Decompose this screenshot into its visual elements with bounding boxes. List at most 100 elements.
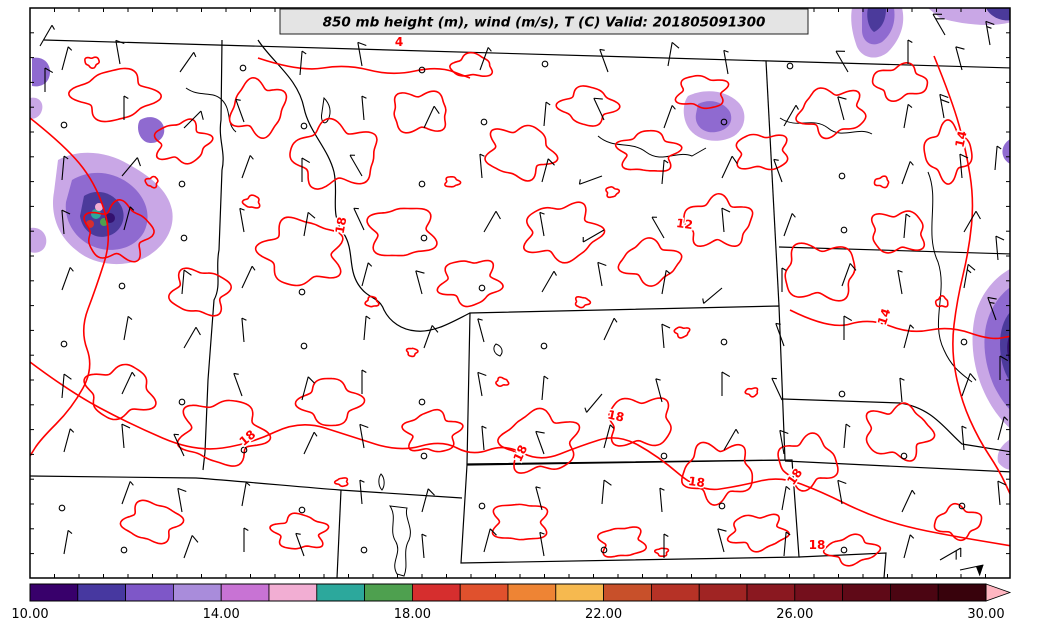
wind-barb (539, 211, 545, 237)
wind-barb (651, 216, 665, 239)
wind-barb (235, 98, 245, 123)
temperature-contour (405, 347, 419, 358)
wind-barb (63, 529, 73, 555)
wind-barb (303, 431, 318, 455)
temperature-contour (523, 201, 606, 264)
calm-wind-circle (600, 546, 608, 554)
calm-wind-circle (239, 64, 247, 72)
wind-barb (781, 485, 791, 511)
temperature-contour (735, 133, 789, 171)
temperature-contour (393, 90, 447, 134)
wind-barb (939, 547, 962, 561)
wind-barb (597, 261, 607, 287)
calm-wind-circle (900, 452, 908, 460)
temperature-contour (30, 117, 110, 457)
wind-barb (295, 532, 305, 557)
temperature-contour (401, 408, 464, 453)
calm-wind-circle (478, 284, 486, 292)
wind-barb (44, 67, 54, 92)
colorbar-tick-label: 18.00 (394, 607, 431, 622)
temperature-contour (614, 129, 683, 172)
temperature-contour (608, 397, 672, 447)
wind-barb (301, 157, 311, 182)
wind-barb (121, 371, 136, 395)
temperature-contour (153, 118, 214, 165)
calm-wind-circle (298, 506, 306, 514)
colorbar-cell (364, 583, 413, 602)
wind-barb (932, 13, 946, 36)
wind-barb (783, 213, 796, 237)
page-title: 850 mb height (m), wind (m/s), T (C) Val… (323, 15, 766, 31)
colorbar-cell (411, 583, 461, 602)
wind-barb (899, 377, 905, 403)
colorbar-tick-label: 30.00 (967, 607, 1004, 622)
temperature-contour (254, 216, 344, 287)
state-border (784, 460, 1010, 473)
temperature-contour (865, 402, 936, 462)
temperature-contour (653, 547, 670, 558)
wind-barb (659, 487, 665, 513)
calm-wind-circle (540, 342, 548, 350)
wind-barb (241, 317, 247, 343)
calm-wind-circle (478, 502, 486, 510)
title-box: 850 mb height (m), wind (m/s), T (C) Val… (279, 8, 809, 35)
wind-barb (663, 533, 669, 558)
calm-wind-circle (178, 398, 186, 406)
wind-barb (61, 373, 72, 399)
wind-barb (779, 429, 789, 455)
wind-barb (661, 269, 671, 295)
wind-barb (593, 97, 605, 121)
wind-barb (183, 535, 199, 559)
wind-barb (239, 207, 245, 233)
temperature-contour (333, 477, 349, 488)
wind-speed-fill-region (997, 439, 1010, 470)
calm-wind-circle (300, 122, 308, 130)
colorbar-cell (746, 583, 796, 602)
wind-barb (39, 24, 55, 47)
contour-value-label: 14 (875, 307, 893, 327)
wind-barb (987, 296, 997, 321)
wind-barb (582, 229, 605, 243)
wind-barb (241, 155, 254, 179)
temperature-contour (873, 175, 890, 189)
wind-speed-fill-region (986, 8, 1010, 21)
colorbar-cell (651, 583, 700, 602)
temperature-contour (726, 513, 790, 553)
wind-barb (481, 425, 487, 451)
temperature-contour (491, 503, 549, 541)
temperature-contour (680, 441, 754, 506)
wind-barb (61, 267, 74, 291)
wind-barb (183, 110, 204, 129)
colorbar-tick-label: 14.00 (203, 607, 240, 622)
wind-barb (181, 269, 192, 295)
wind-barb (959, 564, 984, 577)
wind-barb (415, 270, 425, 295)
wind-barb (961, 425, 967, 451)
colorbar-cell (603, 583, 652, 602)
wind-barb (775, 322, 785, 347)
wind-barb (702, 287, 723, 304)
wind-barb (599, 48, 609, 73)
wind-barb (903, 103, 913, 129)
calm-wind-circle (840, 226, 848, 234)
colorbar-cell (77, 583, 127, 602)
calm-wind-circle (418, 180, 426, 188)
wind-barb (717, 528, 727, 553)
colorbar-cell (29, 583, 79, 602)
temperature-contour (744, 387, 759, 398)
calm-wind-circle (960, 338, 968, 346)
wind-barb (837, 96, 847, 121)
wind-barb (723, 49, 729, 75)
colorbar-cell (890, 583, 939, 602)
temperature-contour (167, 267, 233, 317)
wind-barb (61, 46, 73, 71)
wind-barb (233, 372, 243, 397)
colorbar-cell (459, 583, 509, 602)
wind-barb (721, 155, 738, 179)
temperature-contour (144, 175, 159, 189)
contour-value-label: 18 (687, 474, 705, 490)
wind-barb (837, 479, 847, 505)
calm-wind-circle (660, 452, 668, 460)
